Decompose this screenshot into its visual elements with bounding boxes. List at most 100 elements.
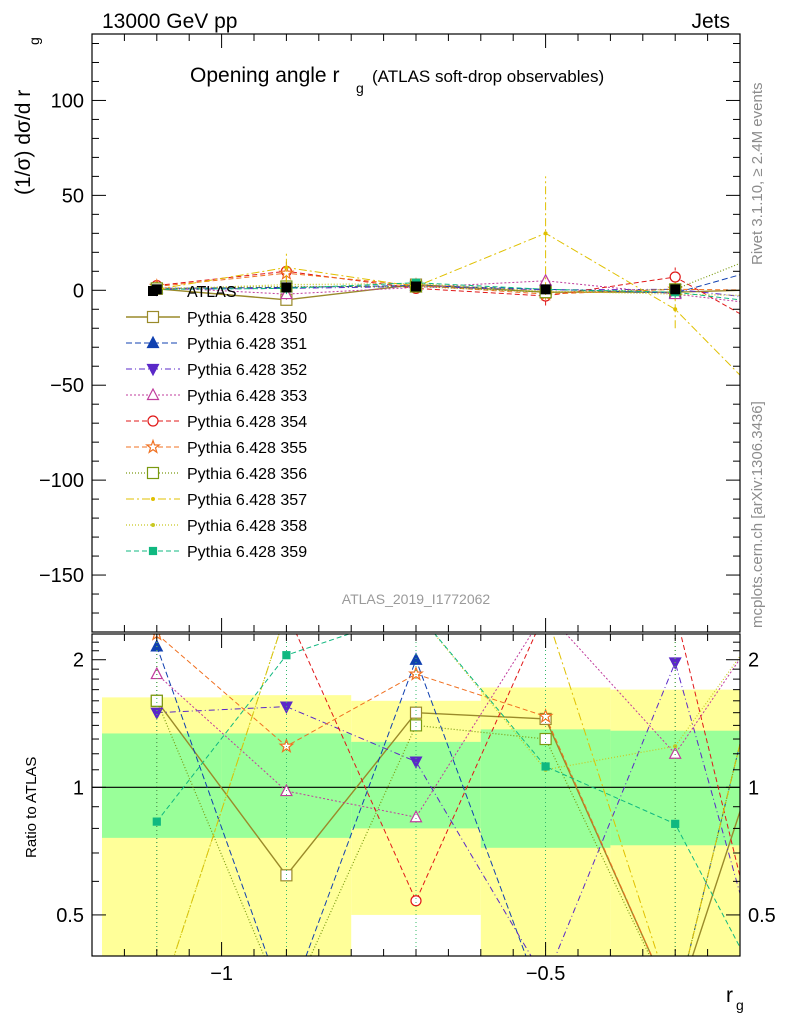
y-tick-label: −150 [39, 565, 84, 587]
legend-item: Pythia 6.428 359 [126, 544, 307, 561]
ratio-tick-label-right: 2 [748, 650, 759, 672]
data-point [767, 260, 778, 271]
legend-marker [151, 523, 155, 527]
data-point [767, 284, 778, 295]
series-line [156, 282, 740, 296]
legend-marker [147, 415, 159, 427]
data-point [669, 271, 681, 283]
x-axis-label-sub: g [736, 997, 744, 1013]
ratio-point [671, 819, 680, 828]
ratio-tick-label: 2 [73, 650, 84, 672]
ratio-line [156, 700, 740, 956]
ratio-band-inner [102, 733, 222, 838]
legend-marker [146, 363, 160, 377]
legend-marker [148, 546, 158, 556]
y-tick-label: 50 [62, 185, 84, 207]
series-line [156, 232, 740, 376]
series-line [156, 270, 740, 315]
ratio-line [156, 634, 740, 949]
series-line [156, 282, 740, 301]
ratio-line [156, 634, 740, 818]
rivet-label: Rivet 3.1.10, ≥ 2.4M events [749, 83, 766, 266]
y-axis-label-sub: g [26, 37, 42, 45]
data-point [670, 284, 681, 295]
legend-marker [151, 497, 155, 501]
ratio-line [295, 634, 740, 903]
ratio-point [278, 737, 295, 753]
axes-layer: 100 50 0 −50 −100 −150 −1 −0.5 0.5 0.5 1 1 2 2 [39, 33, 776, 985]
ratio-point [539, 732, 552, 746]
ratio-point [409, 719, 423, 732]
legend-label: Pythia 6.428 358 [187, 518, 307, 535]
ratio-band-inner [740, 742, 786, 824]
ratio-line [156, 660, 740, 956]
y-axis-label-main: (1/σ) dσ/d r [12, 90, 35, 195]
legend-item: Pythia 6.428 355 [126, 438, 307, 457]
legend-label: Pythia 6.428 353 [187, 388, 307, 405]
legend-label: Pythia 6.428 359 [187, 544, 307, 561]
legend-label: Pythia 6.428 352 [187, 362, 307, 379]
mcplots-label: mcplots.cern.ch [arXiv:1306.3436] [749, 401, 766, 628]
legend-label: Pythia 6.428 357 [187, 492, 307, 509]
ratio-tick-label-right: 0.5 [748, 905, 776, 927]
ratio-point [150, 707, 164, 720]
series-line [156, 272, 740, 295]
ratio-line [156, 700, 740, 956]
legend-marker [146, 310, 160, 324]
chart-title-sub: g [356, 80, 364, 96]
data-point [767, 299, 778, 310]
ratio-point [541, 762, 550, 771]
data-point [770, 406, 774, 410]
legend-item: Pythia 6.428 350 [126, 310, 307, 327]
y-axis-label: (1/σ) dσ/d r g [12, 37, 42, 195]
ratio-point [282, 651, 291, 660]
data-point [766, 284, 778, 296]
data-point [543, 231, 548, 236]
y-tick-label: −100 [39, 470, 84, 492]
x-tick-label: −1 [210, 963, 233, 985]
data-point [540, 284, 551, 295]
ratio-point [408, 665, 424, 681]
legend-item: Pythia 6.428 351 [126, 335, 307, 353]
data-point [673, 307, 678, 312]
legend-label: Pythia 6.428 355 [187, 440, 307, 457]
data-point [767, 295, 778, 306]
y-tick-label: 0 [73, 280, 84, 302]
legend-marker [145, 438, 161, 454]
series-356 [150, 262, 740, 299]
ratio-tick-label: 1 [73, 777, 84, 799]
chart-title-main: Opening angle r [190, 64, 339, 87]
legend-item: Pythia 6.428 352 [126, 362, 307, 379]
legend-label: Pythia 6.428 356 [187, 466, 307, 483]
data-point [281, 282, 292, 293]
legend-marker [146, 335, 160, 349]
x-axis-label: r [726, 984, 733, 1007]
data-point [770, 294, 774, 298]
ratio-tick-label: 0.5 [56, 905, 84, 927]
ratio-series-359 [152, 634, 740, 956]
legend-marker [148, 286, 158, 296]
y-tick-label: −50 [50, 375, 84, 397]
ratio-band-inner [480, 729, 611, 848]
legend-item: Pythia 6.428 356 [126, 466, 307, 483]
ratio-point [150, 666, 164, 680]
ratio-point [410, 895, 422, 907]
legend-label: ATLAS [187, 284, 237, 301]
ratio-point [150, 694, 163, 707]
legend-item-atlas: ATLAS [148, 284, 237, 301]
legend-item: Pythia 6.428 358 [126, 518, 307, 535]
legend-item: Pythia 6.428 354 [126, 414, 307, 431]
series-line [156, 283, 740, 301]
main-frame [91, 33, 741, 633]
analysis-id: ATLAS_2019_I1772062 [342, 591, 491, 607]
legend-label: Pythia 6.428 350 [187, 310, 307, 327]
ratio-line [156, 634, 653, 956]
legend-item: Pythia 6.428 353 [126, 387, 307, 405]
y-tick-label: 100 [51, 90, 84, 112]
ratio-y-label: Ratio to ATLAS [23, 757, 40, 858]
series-line [156, 262, 740, 293]
data-point [767, 327, 777, 337]
ratio-point [280, 869, 293, 882]
series-line [156, 280, 740, 303]
